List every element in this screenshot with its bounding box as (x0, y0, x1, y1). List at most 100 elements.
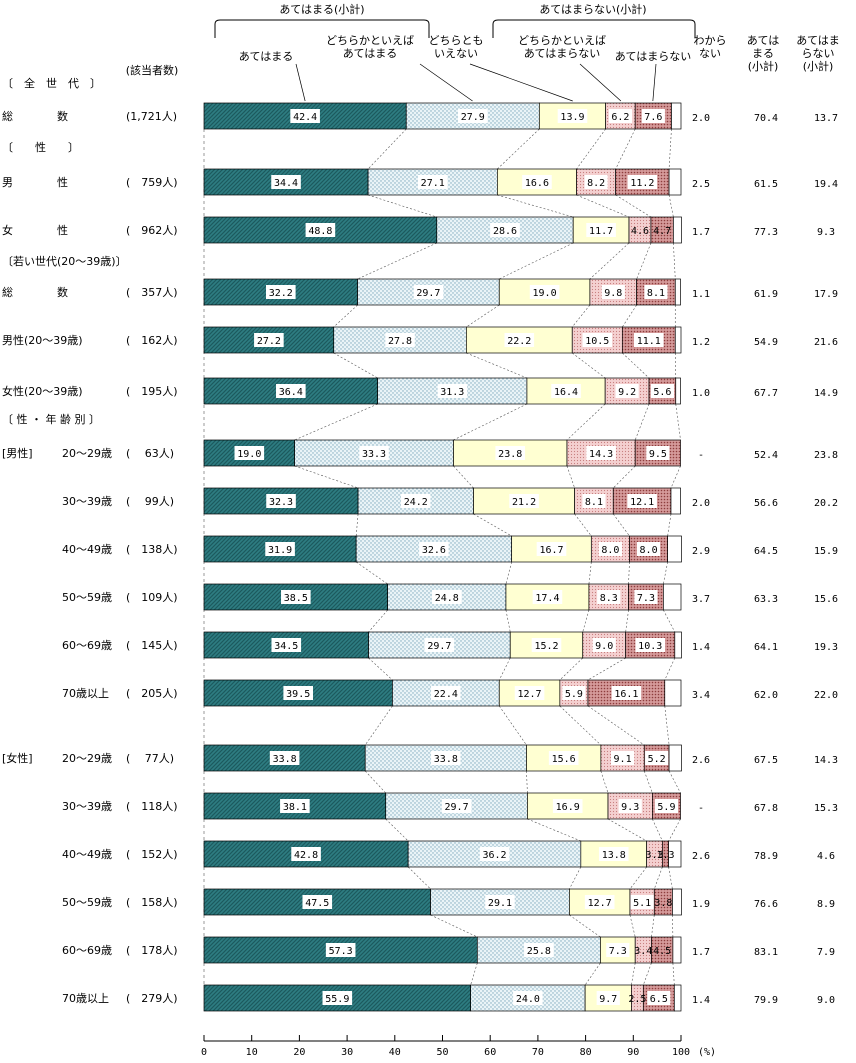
connector-line (652, 818, 663, 842)
value-label-bg (582, 494, 606, 508)
value-label-bg (618, 799, 642, 813)
row-label: 男性(20～39歳) (2, 333, 83, 347)
value-label-bg (280, 799, 310, 813)
count-header: (該当者数) (126, 63, 179, 77)
connector-line (584, 962, 601, 986)
value-label: 32.3 (269, 497, 293, 508)
value-label-bg (305, 223, 336, 237)
value-label-bg (479, 847, 510, 861)
value-label: 14.3 (589, 449, 613, 460)
bar-seg-5 (668, 840, 682, 868)
value-label: 16.6 (525, 178, 549, 189)
no-subtotal: 15.3 (814, 803, 838, 814)
connector-line (576, 128, 606, 170)
section-label: 〔若い世代(20～39歳)〕 (2, 255, 127, 268)
connector-line (453, 465, 474, 489)
connector-line (600, 770, 609, 794)
no-subtotal: 17.9 (814, 289, 838, 300)
connector-line (615, 194, 652, 218)
no-subtotal: 9.0 (817, 995, 835, 1006)
x-tick-label: 90 (627, 1047, 639, 1058)
bar-seg-5 (675, 377, 681, 405)
value-label-bg (431, 751, 461, 765)
x-tick-label: 100 (672, 1047, 690, 1058)
no-subtotal: 19.4 (814, 179, 838, 190)
value-label: 5.9 (657, 802, 675, 813)
connector-line (559, 705, 602, 746)
value-label: 47.5 (305, 898, 329, 909)
row-label: 50～59歳 (62, 591, 112, 604)
value-label-bg (646, 446, 670, 460)
legend-leader-4 (652, 63, 657, 102)
bar-seg-5 (664, 679, 682, 707)
summary-header-1: (小計) (803, 59, 834, 73)
bar-seg-5 (672, 888, 682, 916)
no-subtotal: 7.9 (817, 947, 835, 958)
row-count: ( 77人) (126, 752, 174, 765)
connector-line (367, 194, 437, 218)
row-count: ( 759人) (126, 176, 178, 189)
x-tick-label: 30 (341, 1047, 353, 1058)
value-label: 7.3 (637, 593, 655, 604)
bar-seg-5 (668, 744, 682, 772)
bar-seg-0 (203, 168, 369, 196)
yes-subtotal: 64.5 (754, 546, 778, 557)
connector-line (364, 705, 393, 746)
value-label-bg (385, 333, 415, 347)
value-label-bg (647, 991, 671, 1005)
value-label: 57.3 (329, 946, 353, 957)
value-label: 39.5 (286, 689, 310, 700)
value-label: 9.0 (595, 641, 613, 652)
connector-line (365, 770, 386, 794)
connector-line (572, 304, 591, 328)
value-label: 21.2 (512, 497, 536, 508)
bar-seg-5 (667, 535, 682, 563)
value-label-bg (234, 446, 265, 460)
value-label-bg (513, 991, 543, 1005)
legend-leader-2 (469, 63, 573, 102)
dont-know-value: - (698, 450, 704, 461)
value-label: 4.7 (653, 226, 671, 237)
no-subtotal: 13.7 (814, 113, 838, 124)
value-label-bg (598, 847, 629, 861)
connector-line (615, 128, 636, 170)
value-label-bg (584, 895, 615, 909)
value-label: 29.7 (445, 802, 469, 813)
value-label-bg (283, 686, 314, 700)
connector-line (582, 609, 590, 633)
connector-line (368, 609, 388, 633)
connector-line (670, 465, 681, 489)
section-label: 〔 性 〕 (2, 140, 79, 154)
connector-line (643, 770, 653, 794)
legend-label-2: いえない (434, 47, 478, 60)
connector-line (673, 242, 676, 280)
value-label-bg (627, 494, 657, 508)
value-label: 1.3 (656, 850, 674, 861)
legend-label-5: ない (699, 47, 721, 60)
connector-line (355, 561, 388, 585)
value-label: 5.1 (633, 898, 651, 909)
value-label-bg (551, 384, 581, 398)
value-label: 9.1 (614, 754, 632, 765)
row-count: ( 205人) (126, 687, 178, 700)
value-label: 12.7 (588, 898, 612, 909)
connector-line (569, 914, 601, 938)
row-count: ( 162人) (126, 334, 178, 347)
value-label: 27.9 (461, 112, 485, 123)
yes-subtotal: 67.7 (754, 388, 778, 399)
value-label-bg (424, 638, 455, 652)
value-label: 17.4 (535, 593, 559, 604)
value-label: 29.7 (427, 641, 451, 652)
value-label-bg (584, 175, 608, 189)
value-label: 33.3 (362, 449, 386, 460)
legend-label-0: あてはまる (239, 50, 294, 63)
connector-line (497, 194, 574, 218)
value-label-bg (630, 895, 654, 909)
connector-line (498, 657, 511, 681)
value-label-bg (557, 109, 588, 123)
legend-leader-0 (295, 63, 306, 102)
yes-subtotal: 67.5 (754, 755, 778, 766)
value-label: 13.8 (602, 850, 626, 861)
value-label-bg (636, 542, 661, 556)
value-label: 27.1 (421, 178, 445, 189)
